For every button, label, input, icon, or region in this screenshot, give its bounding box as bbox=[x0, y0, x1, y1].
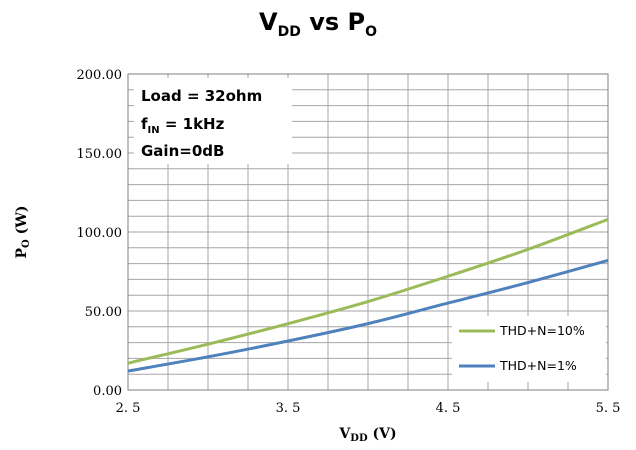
legend-label-thd-1: THD+N=1% bbox=[499, 358, 577, 373]
grid bbox=[128, 74, 608, 390]
y-tick-labels: 0.00 50.00 100.00 150.00 200.00 bbox=[77, 68, 123, 399]
y-axis-label: PO (W) bbox=[14, 205, 32, 258]
x-tick-labels: 2. 5 3. 5 4. 5 5. 5 bbox=[116, 401, 621, 416]
title-mid-subscript: O bbox=[365, 24, 377, 40]
title-mid: vs P bbox=[301, 8, 365, 36]
x-tick-label: 2. 5 bbox=[116, 401, 141, 416]
chart-title: VDD vs PO bbox=[259, 8, 377, 40]
y-tick-label: 150.00 bbox=[77, 147, 123, 162]
title-main: V bbox=[259, 8, 278, 36]
y-tick-label: 0.00 bbox=[93, 384, 122, 399]
annotation-fin-rest: = 1kHz bbox=[160, 115, 225, 133]
annotation-load: Load = 32ohm bbox=[141, 87, 262, 105]
legend: THD+N=10% THD+N=1% bbox=[452, 316, 606, 382]
annotation-box: Load = 32ohm fIN = 1kHz Gain=0dB bbox=[134, 78, 292, 164]
x-tick-label: 4. 5 bbox=[436, 401, 461, 416]
series-layer bbox=[127, 217, 609, 373]
annotation-fin-subscript: IN bbox=[148, 125, 160, 136]
annotation-fin: fIN = 1kHz bbox=[141, 115, 225, 136]
y-axis-label-main: P bbox=[14, 248, 30, 259]
annotation-gain: Gain=0dB bbox=[141, 142, 224, 160]
x-axis-label: VDD (V) bbox=[338, 426, 396, 444]
y-tick-label: 100.00 bbox=[77, 226, 123, 241]
x-axis-label-rest: (V) bbox=[368, 426, 397, 442]
x-axis-label-main: V bbox=[338, 426, 351, 442]
y-tick-label: 200.00 bbox=[77, 68, 123, 83]
series-line-thd-1 bbox=[127, 258, 609, 373]
annotation-fin-main: f bbox=[141, 115, 148, 133]
y-tick-label: 50.00 bbox=[85, 305, 122, 320]
y-axis-label-rest: (W) bbox=[14, 205, 30, 239]
y-axis-label-subscript: O bbox=[21, 239, 32, 248]
x-tick-label: 5. 5 bbox=[596, 401, 621, 416]
series-line-thd-10 bbox=[127, 217, 609, 365]
plot-frame bbox=[127, 73, 609, 391]
title-main-subscript: DD bbox=[278, 24, 301, 40]
x-tick-label: 3. 5 bbox=[276, 401, 301, 416]
x-axis-label-subscript: DD bbox=[350, 433, 368, 444]
legend-label-thd-10: THD+N=10% bbox=[499, 323, 585, 338]
